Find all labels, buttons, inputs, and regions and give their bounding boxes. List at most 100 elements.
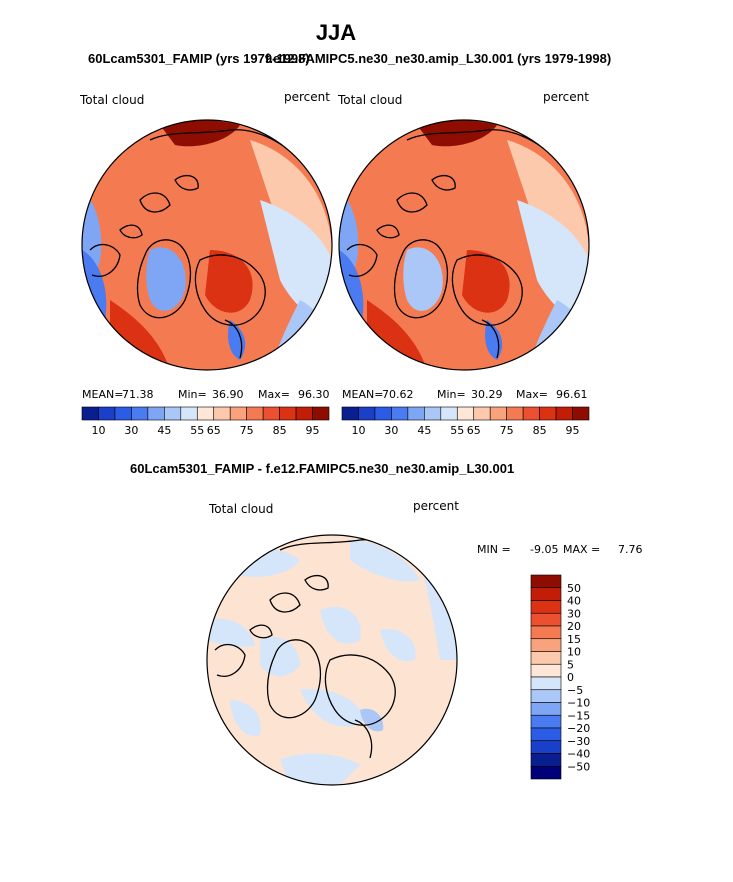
panel-a-map bbox=[82, 120, 332, 370]
panel-c-colorbar-swatch bbox=[530, 740, 562, 754]
panel-a-variable-label: Total cloud bbox=[79, 93, 144, 107]
panel-b-colorbar-swatch bbox=[424, 406, 442, 421]
subtitle-left: 60Lcam5301_FAMIP (yrs 1979-1998) bbox=[88, 51, 310, 66]
panel-b-frame bbox=[338, 119, 590, 371]
panel-c-colorbar-swatch bbox=[530, 638, 562, 652]
panel-a-colorbar-label: 10 bbox=[91, 424, 105, 437]
panel-c-colorbar-swatch bbox=[530, 587, 562, 601]
panel-a-colorbar-swatch bbox=[81, 406, 99, 421]
panel-b-colorbar-label: 95 bbox=[566, 424, 580, 437]
panel-b-colorbar-swatch bbox=[539, 406, 557, 421]
panel-b-units-label: percent bbox=[543, 90, 589, 104]
subtitle-right: f.e12.FAMIPC5.ne30_ne30.amip_L30.001 (yr… bbox=[265, 51, 611, 66]
panel-c-colorbar-label: 30 bbox=[567, 607, 581, 620]
panel-c-colorbar-label: 10 bbox=[567, 646, 581, 659]
panel-a-colorbar-swatch bbox=[213, 406, 231, 421]
panel-b-map bbox=[339, 120, 589, 370]
panel-a-colorbar-label: 75 bbox=[240, 424, 254, 437]
panel-a-colorbar-swatch bbox=[246, 406, 264, 421]
panel-c-colorbar-swatch bbox=[530, 714, 562, 729]
panel-b-max-label: Max= bbox=[516, 388, 548, 401]
panel-c-map bbox=[207, 535, 457, 785]
panel-a-colorbar-swatch bbox=[262, 406, 280, 421]
panel-c-frame bbox=[206, 534, 458, 786]
panel-a-mean-label: MEAN= bbox=[82, 388, 123, 401]
panel-c-variable-label: Total cloud bbox=[208, 502, 273, 516]
panel-c-colorbar-swatch bbox=[530, 702, 562, 716]
panel-a-colorbar-swatch bbox=[295, 406, 313, 421]
panel-b-colorbar: 10 30 45 55 65 75 85 95 bbox=[341, 406, 590, 437]
panel-c-colorbar-swatch bbox=[530, 689, 562, 703]
panel-b-colorbar-label: 55 bbox=[450, 424, 464, 437]
panel-b-max-value: 96.61 bbox=[556, 388, 588, 401]
panel-c-colorbar-label: 15 bbox=[567, 633, 581, 646]
panel-b-colorbar-swatch bbox=[341, 406, 359, 421]
panel-c-max-value: 7.76 bbox=[618, 543, 643, 556]
panel-b-variable-label: Total cloud bbox=[337, 93, 402, 107]
panel-c-colorbar-swatch bbox=[530, 765, 562, 780]
panel-a-units-label: percent bbox=[284, 90, 330, 104]
panel-b-colorbar-swatch bbox=[555, 406, 573, 421]
panel-b-colorbar-swatch bbox=[489, 406, 507, 421]
panel-b-colorbar-swatch bbox=[358, 406, 376, 421]
panel-a-colorbar: 10 30 45 55 65 75 85 95 bbox=[81, 406, 330, 437]
panel-c-colorbar-label: 50 bbox=[567, 582, 581, 595]
panel-a-colorbar-swatch bbox=[229, 406, 247, 421]
panel-c-title: 60Lcam5301_FAMIP - f.e12.FAMIPC5.ne30_ne… bbox=[130, 461, 514, 476]
panel-b-colorbar-label: 30 bbox=[384, 424, 398, 437]
panel-c-colorbar-swatch bbox=[530, 625, 562, 640]
panel-c-colorbar-label: −5 bbox=[567, 684, 583, 697]
panel-b-mean-label: MEAN= bbox=[342, 388, 383, 401]
panel-c-colorbar-label: −15 bbox=[567, 709, 590, 722]
panel-a-min-value: 36.90 bbox=[212, 388, 244, 401]
panel-c-colorbar-label: 5 bbox=[567, 658, 574, 671]
panel-b-colorbar-label: 75 bbox=[500, 424, 514, 437]
panel-c-colorbar-swatch bbox=[530, 727, 562, 742]
panel-b-colorbar-swatch bbox=[440, 406, 458, 421]
panel-c-colorbar-label: −40 bbox=[567, 748, 590, 761]
panel-a-colorbar-swatch bbox=[312, 406, 330, 421]
panel-b-colorbar-swatch bbox=[522, 406, 540, 421]
panel-c-colorbar-label: −50 bbox=[567, 760, 590, 773]
panel-a-colorbar-swatch bbox=[131, 406, 149, 421]
panel-a-colorbar-label: 45 bbox=[157, 424, 171, 437]
panel-b-min-value: 30.29 bbox=[471, 388, 503, 401]
panel-c-colorbar-label: 0 bbox=[567, 671, 574, 684]
panel-a-colorbar-label: 30 bbox=[124, 424, 138, 437]
panel-a-colorbar-label: 85 bbox=[273, 424, 287, 437]
panel-c-colorbar-swatch bbox=[530, 574, 562, 589]
panel-a-max-value: 96.30 bbox=[298, 388, 330, 401]
panel-a-colorbar-label: 55 bbox=[190, 424, 204, 437]
panel-b-colorbar-swatch bbox=[473, 406, 491, 421]
panel-b-mean-value: 70.62 bbox=[382, 388, 414, 401]
panel-a-frame bbox=[81, 119, 333, 371]
panel-a-colorbar-swatch bbox=[180, 406, 198, 421]
panel-a-colorbar-swatch bbox=[196, 406, 215, 421]
panel-a-colorbar-swatch bbox=[147, 406, 165, 421]
panel-c-colorbar-swatch bbox=[530, 676, 562, 691]
panel-a-colorbar-swatch bbox=[114, 406, 132, 421]
panel-c-colorbar-label: −20 bbox=[567, 722, 590, 735]
panel-b-colorbar-swatch bbox=[456, 406, 475, 421]
panel-c-max-label: MAX = bbox=[563, 543, 600, 556]
panel-a-colorbar-label: 65 bbox=[207, 424, 221, 437]
panel-a-colorbar-label: 95 bbox=[306, 424, 320, 437]
panel-a-max-label: Max= bbox=[258, 388, 290, 401]
panel-c-colorbar-swatch bbox=[530, 663, 562, 678]
panel-a-mean-value: 71.38 bbox=[122, 388, 154, 401]
panel-b-colorbar-swatch bbox=[391, 406, 409, 421]
panel-c-min-value: -9.05 bbox=[530, 543, 558, 556]
panel-c-colorbar-label: −30 bbox=[567, 735, 590, 748]
panel-b-colorbar-label: 85 bbox=[533, 424, 547, 437]
panel-b-colorbar-label: 45 bbox=[417, 424, 431, 437]
panel-b-min-label: Min= bbox=[437, 388, 466, 401]
panel-c-colorbar-swatch bbox=[530, 651, 562, 665]
panel-b-colorbar-swatch bbox=[572, 406, 590, 421]
panel-b-colorbar-label: 65 bbox=[467, 424, 481, 437]
panel-c-colorbar-swatch bbox=[530, 753, 562, 767]
panel-a-colorbar-swatch bbox=[164, 406, 182, 421]
panel-c-colorbar-label: 40 bbox=[567, 595, 581, 608]
panel-c-colorbar-swatch bbox=[530, 600, 562, 614]
